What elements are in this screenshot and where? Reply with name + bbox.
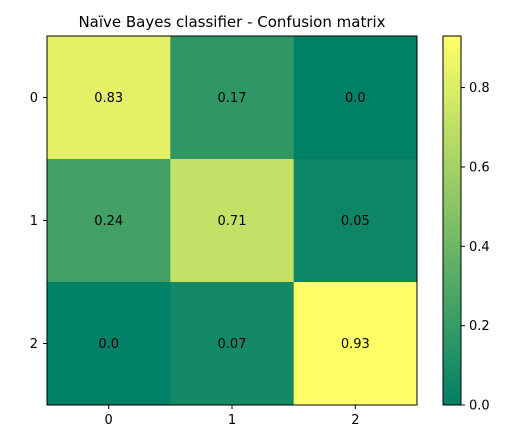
heatmap-cell-1-2 bbox=[293, 159, 418, 283]
colorbar-tick-label-0: 0.0 bbox=[469, 399, 490, 414]
heatmap-cell-1-0 bbox=[47, 159, 171, 283]
colorbar-tick-label-2: 0.4 bbox=[469, 240, 490, 255]
chart-title: Naïve Bayes classifier - Confusion matri… bbox=[78, 13, 385, 31]
cell-label-1-0: 0.24 bbox=[94, 214, 123, 229]
cell-label-0-1: 0.17 bbox=[218, 91, 247, 106]
cell-label-1-2: 0.05 bbox=[341, 214, 370, 229]
y-tick-label-0: 0 bbox=[30, 91, 38, 106]
heatmap-cell-0-1 bbox=[170, 36, 295, 160]
heatmap-cell-1-1 bbox=[170, 159, 295, 283]
heatmap-cell-0-2 bbox=[293, 36, 418, 160]
x-tick-label-1: 1 bbox=[228, 413, 236, 428]
y-tick-label-2: 2 bbox=[30, 337, 38, 352]
x-tick-label-0: 0 bbox=[105, 413, 113, 428]
cell-label-2-2: 0.93 bbox=[341, 337, 370, 352]
heatmap-cell-2-2 bbox=[293, 282, 418, 406]
heatmap-cells: 0.83 0.17 0.0 0.24 0.71 0.05 0.0 0.07 0.93 bbox=[47, 36, 418, 406]
cell-label-0-0: 0.83 bbox=[94, 91, 123, 106]
heatmap-cell-2-0 bbox=[47, 282, 171, 406]
colorbar-tick-label-4: 0.8 bbox=[469, 81, 490, 96]
heatmap-cell-2-1 bbox=[170, 282, 295, 406]
x-tick-label-2: 2 bbox=[351, 413, 359, 428]
cell-label-0-2: 0.0 bbox=[345, 91, 366, 106]
colorbar-tick-label-1: 0.2 bbox=[469, 319, 490, 334]
colorbar-tick-label-3: 0.6 bbox=[469, 160, 490, 175]
cell-label-1-1: 0.71 bbox=[218, 214, 247, 229]
colorbar bbox=[442, 35, 462, 406]
cell-label-2-0: 0.0 bbox=[98, 337, 119, 352]
y-tick-label-1: 1 bbox=[30, 214, 38, 229]
x-axis: 0 1 2 bbox=[105, 405, 359, 428]
cell-label-2-1: 0.07 bbox=[218, 337, 247, 352]
y-axis: 0 1 2 bbox=[30, 91, 47, 352]
colorbar-axis: 0.0 0.2 0.4 0.6 0.8 bbox=[461, 81, 490, 414]
heatmap-cell-0-0 bbox=[47, 36, 171, 160]
